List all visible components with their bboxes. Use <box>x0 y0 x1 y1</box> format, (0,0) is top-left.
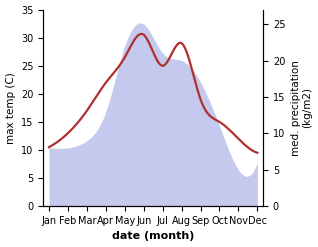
X-axis label: date (month): date (month) <box>112 231 194 242</box>
Y-axis label: med. precipitation
(kg/m2): med. precipitation (kg/m2) <box>291 60 313 156</box>
Y-axis label: max temp (C): max temp (C) <box>5 72 16 144</box>
